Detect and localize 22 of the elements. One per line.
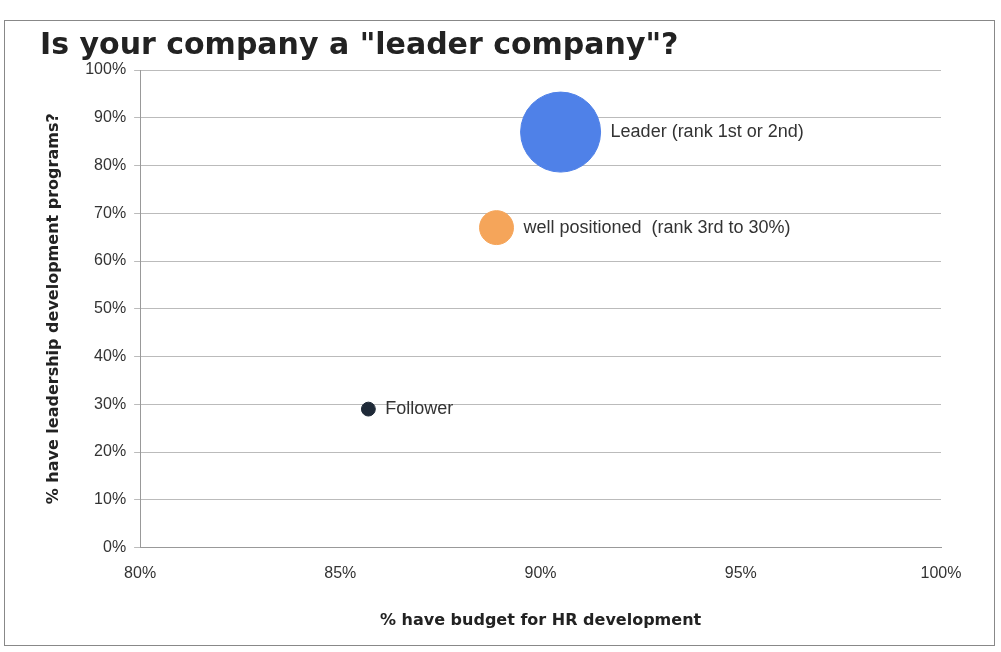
y-tick-label: 70% bbox=[94, 203, 127, 221]
y-tick-label: 100% bbox=[85, 60, 127, 78]
y-tick-label: 60% bbox=[94, 251, 127, 269]
y-tick-label: 30% bbox=[94, 394, 127, 412]
x-tick-label: 85% bbox=[324, 563, 357, 581]
y-tick-label: 90% bbox=[94, 108, 127, 126]
y-tick-label: 50% bbox=[94, 299, 127, 317]
series-label: Follower bbox=[385, 398, 454, 419]
y-tick-label: 40% bbox=[94, 346, 127, 364]
x-tick-label: 100% bbox=[920, 563, 962, 581]
x-axis-title: % have budget for HR development bbox=[379, 609, 702, 629]
y-axis-title: % have leadership development programs? bbox=[42, 113, 62, 505]
x-tick-label: 90% bbox=[524, 563, 557, 581]
chart-title: Is your company a "leader company"? bbox=[40, 25, 679, 61]
x-tick-label: 95% bbox=[724, 563, 757, 581]
x-tick-label: 80% bbox=[124, 563, 157, 581]
series-label: well positioned (rank 3rd to 30%) bbox=[522, 216, 791, 237]
series-label: Leader (rank 1st or 2nd) bbox=[610, 121, 804, 142]
y-tick-label: 10% bbox=[94, 490, 127, 508]
y-tick-label: 0% bbox=[103, 538, 127, 556]
y-tick-label: 80% bbox=[94, 155, 127, 173]
y-tick-label: 20% bbox=[94, 442, 127, 460]
